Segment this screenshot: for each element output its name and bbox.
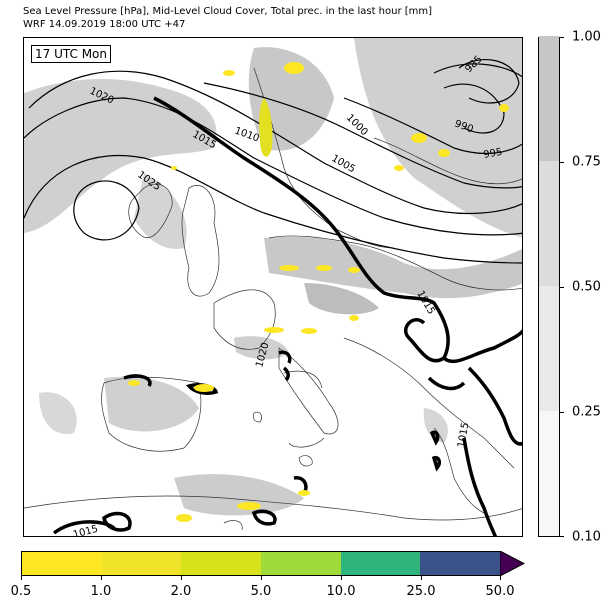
time-label: 17 UTC Mon [31, 45, 111, 63]
cloud-tick-label: 0.75 [572, 154, 601, 170]
map-canvas: 1020 1015 1010 1005 1000 995 990 985 102… [24, 38, 522, 537]
precip-tick-label: 10.0 [326, 584, 356, 599]
colorbar-segment [539, 411, 559, 536]
isobars [24, 59, 522, 264]
cloud-cover-colorbar [538, 36, 560, 537]
precip-tick-label: 25.0 [406, 584, 436, 599]
tick-mark [500, 576, 501, 580]
tick-mark [560, 162, 564, 163]
cloud-tick-label: 0.10 [572, 529, 601, 545]
precip-tick-label: 0.5 [10, 584, 32, 599]
tick-mark [560, 536, 564, 537]
precipitation-colorbar [21, 551, 501, 576]
tick-mark [560, 412, 564, 413]
tick-mark [101, 576, 102, 580]
tick-mark [560, 37, 564, 38]
isobar-label: 1015 [72, 524, 99, 537]
cloud-tick-label: 1.00 [572, 29, 601, 45]
weather-map: 1020 1015 1010 1005 1000 995 990 985 102… [23, 37, 523, 537]
colorbar-segment [22, 552, 102, 575]
tick-mark [261, 576, 262, 580]
precip-tick-label: 1.0 [90, 584, 112, 599]
colorbar-segment [101, 552, 182, 575]
colorbar-segment [539, 286, 559, 411]
precip-tick-label: 2.0 [170, 584, 192, 599]
precipitation-areas [128, 62, 509, 522]
precip-tick-label: 5.0 [250, 584, 272, 599]
colorbar-segment [340, 552, 421, 575]
tick-mark [21, 576, 22, 580]
tick-mark [421, 576, 422, 580]
isobar-label: 995 [483, 147, 504, 161]
tick-mark [181, 576, 182, 580]
figure-subtitle: WRF 14.09.2019 18:00 UTC +47 [23, 19, 186, 30]
cloud-tick-label: 0.25 [572, 404, 601, 420]
thick-isobar-1015 [52, 96, 522, 536]
cloud-tick-label: 0.50 [572, 279, 601, 295]
isobar-label: 1015 [456, 422, 471, 449]
colorbar-segment [261, 552, 341, 575]
cloud-cover-areas [24, 38, 522, 516]
tick-mark [341, 576, 342, 580]
colorbar-extend-arrow [500, 551, 525, 576]
tick-mark [560, 287, 564, 288]
colorbar-segment [420, 552, 501, 575]
colorbar-segment [181, 552, 262, 575]
precip-tick-label: 50.0 [485, 584, 515, 599]
colorbar-segment [539, 161, 559, 286]
figure-title: Sea Level Pressure [hPa], Mid-Level Clou… [23, 6, 433, 17]
colorbar-segment [539, 36, 559, 161]
